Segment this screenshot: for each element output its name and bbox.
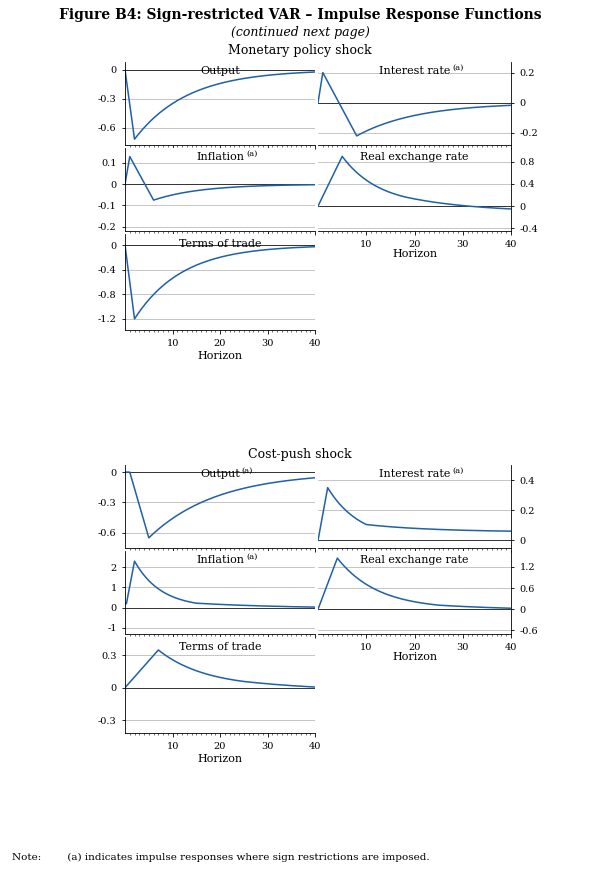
- Text: Figure B4: Sign-restricted VAR – Impulse Response Functions: Figure B4: Sign-restricted VAR – Impulse…: [59, 8, 541, 22]
- Text: Output: Output: [200, 469, 240, 479]
- Text: Real exchange rate: Real exchange rate: [360, 555, 469, 565]
- X-axis label: Horizon: Horizon: [197, 350, 242, 361]
- Text: Monetary policy shock: Monetary policy shock: [228, 44, 372, 57]
- Text: Inflation: Inflation: [196, 555, 244, 565]
- Text: Interest rate: Interest rate: [379, 66, 450, 76]
- Text: (a): (a): [242, 467, 253, 475]
- Text: (continued next page): (continued next page): [230, 26, 370, 39]
- Text: Interest rate: Interest rate: [379, 469, 450, 479]
- Text: Inflation: Inflation: [196, 152, 244, 163]
- Text: Horizon: Horizon: [392, 249, 437, 259]
- Text: (a): (a): [452, 467, 463, 475]
- Text: Cost-push shock: Cost-push shock: [248, 448, 352, 461]
- Text: Horizon: Horizon: [392, 652, 437, 662]
- Text: (a): (a): [246, 149, 257, 157]
- Text: Output: Output: [200, 66, 240, 76]
- Text: Terms of trade: Terms of trade: [179, 642, 261, 652]
- Text: Terms of trade: Terms of trade: [179, 239, 261, 249]
- Text: (a): (a): [246, 552, 257, 560]
- Text: Real exchange rate: Real exchange rate: [360, 152, 469, 163]
- X-axis label: Horizon: Horizon: [197, 753, 242, 764]
- Text: Note:        (a) indicates impulse responses where sign restrictions are imposed: Note: (a) indicates impulse responses wh…: [12, 853, 430, 862]
- Text: (a): (a): [452, 64, 463, 72]
